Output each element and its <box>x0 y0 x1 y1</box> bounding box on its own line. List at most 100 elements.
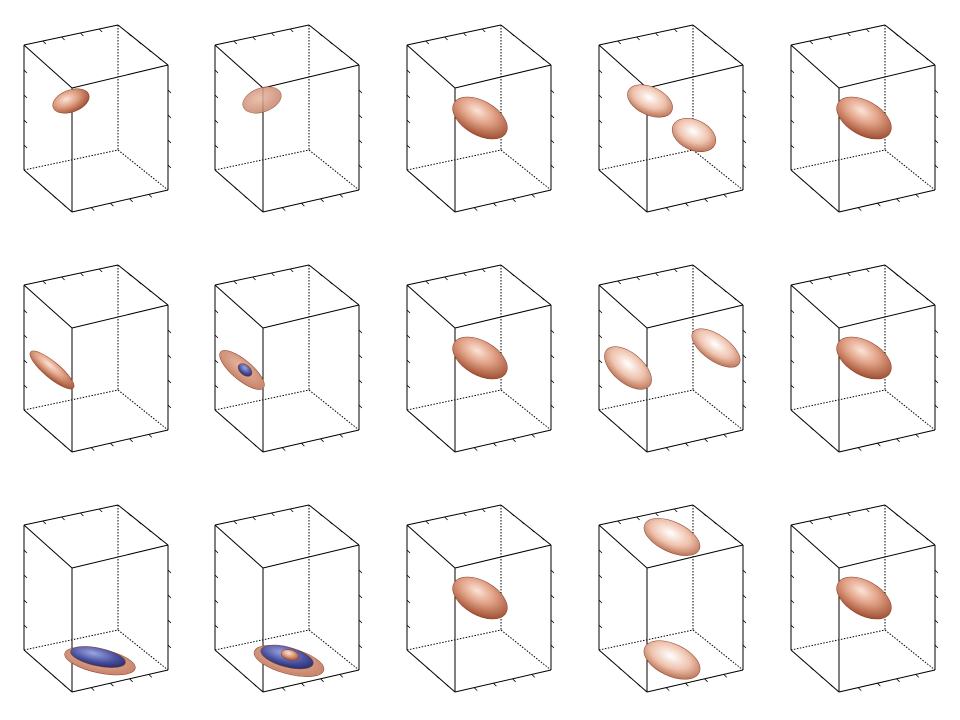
tick <box>348 536 353 541</box>
tick <box>790 119 795 124</box>
tick <box>512 438 516 443</box>
tick <box>598 119 603 124</box>
tick <box>790 599 795 604</box>
tick <box>934 619 939 624</box>
tick <box>23 144 28 149</box>
tick <box>406 334 411 339</box>
tick <box>550 89 555 94</box>
tick <box>328 520 333 525</box>
tick <box>167 569 172 574</box>
tick <box>865 28 870 33</box>
tick <box>167 379 172 384</box>
tick <box>445 203 449 207</box>
tick <box>406 574 411 579</box>
box-edge <box>71 429 169 453</box>
panel <box>214 24 363 213</box>
tick <box>90 687 95 691</box>
tick <box>819 434 824 439</box>
box-edge <box>838 64 936 89</box>
tick <box>289 28 294 33</box>
tick <box>598 144 603 149</box>
tick <box>934 114 939 119</box>
tick <box>328 280 333 285</box>
hidden-edge <box>308 389 360 431</box>
tick <box>723 194 728 198</box>
tick <box>934 329 939 334</box>
tick <box>790 359 795 364</box>
isosurface <box>836 96 892 140</box>
tick <box>425 280 430 285</box>
box-edge <box>598 504 694 526</box>
isosurface <box>242 86 282 114</box>
box-edge <box>406 264 502 286</box>
tick <box>90 207 95 211</box>
panel <box>598 504 747 693</box>
tick <box>550 619 555 624</box>
box-edge <box>790 504 886 526</box>
box-edge <box>23 24 119 46</box>
tick <box>742 329 747 334</box>
tick <box>742 404 747 409</box>
tick <box>702 272 707 277</box>
tick <box>214 309 219 314</box>
hidden-edge <box>692 629 744 671</box>
panel <box>406 504 555 693</box>
box-edge <box>214 504 310 526</box>
panel <box>598 24 747 213</box>
tick <box>42 40 47 45</box>
tick <box>253 683 257 687</box>
isosurface <box>671 118 717 152</box>
tick <box>358 644 363 649</box>
tick <box>320 438 324 443</box>
tick <box>252 36 256 41</box>
box-edge <box>71 64 169 89</box>
panel <box>598 264 747 453</box>
tick <box>338 288 343 293</box>
box-edge <box>454 64 552 89</box>
tick <box>790 574 795 579</box>
tick <box>358 164 363 169</box>
tick <box>98 268 103 273</box>
tick <box>742 619 747 624</box>
box-edge <box>454 304 552 329</box>
tick <box>809 520 814 525</box>
tick <box>934 139 939 144</box>
tick <box>167 354 172 359</box>
tick <box>243 434 248 439</box>
box-edge <box>406 504 502 526</box>
tick <box>320 678 324 683</box>
tick <box>800 178 804 182</box>
tick <box>338 528 343 533</box>
panel <box>406 264 555 453</box>
tick <box>358 114 363 119</box>
tick <box>828 36 832 41</box>
box-edge <box>646 544 744 569</box>
tick <box>510 272 515 277</box>
tick <box>167 329 172 334</box>
box-edge <box>838 669 936 693</box>
box-edge <box>214 524 264 569</box>
tick <box>61 516 65 521</box>
isosurface <box>836 336 892 380</box>
tick <box>406 119 411 124</box>
tick <box>348 296 353 301</box>
tick <box>598 69 603 74</box>
box-edge <box>646 669 744 693</box>
box-edge <box>23 524 73 569</box>
tick <box>320 198 324 203</box>
tick <box>435 674 440 679</box>
tick <box>233 426 238 431</box>
tick <box>510 512 515 517</box>
panel <box>406 24 555 213</box>
tick <box>406 549 411 554</box>
tick <box>348 56 353 61</box>
box-edge <box>214 264 310 286</box>
tick <box>732 56 737 61</box>
tick <box>33 178 37 182</box>
tick <box>712 40 717 45</box>
tick <box>339 194 344 198</box>
tick <box>598 309 603 314</box>
box-edge <box>454 429 552 453</box>
tick <box>148 194 153 198</box>
tick <box>214 69 219 74</box>
